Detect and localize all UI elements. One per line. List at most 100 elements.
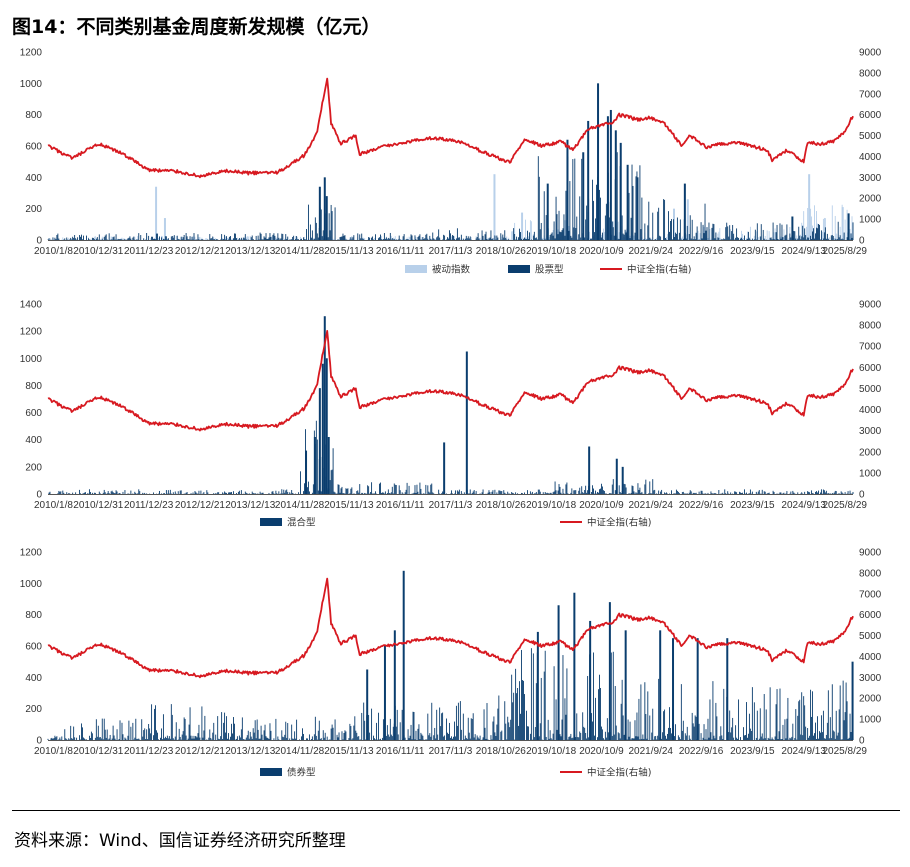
bar-equity: [295, 238, 297, 240]
bar-hybrid: [741, 493, 742, 494]
legend: 债券型 中证全指(右轴): [260, 767, 651, 779]
bar-bond: [427, 713, 429, 740]
bar-equity: [820, 230, 822, 240]
bar-equity: [352, 237, 354, 240]
bar-equity: [705, 230, 707, 240]
x-tick-label: 2023/9/15: [730, 500, 775, 511]
bar-bond: [61, 736, 63, 740]
bar-equity: [372, 236, 374, 240]
bar-passive: [810, 208, 812, 240]
bar-equity: [535, 237, 537, 240]
bar-passive: [480, 239, 482, 240]
bar-passive: [225, 236, 227, 240]
bar-bond: [763, 694, 765, 740]
bar-equity: [177, 239, 179, 240]
bar-passive: [421, 237, 423, 240]
bar-bond: [527, 726, 529, 740]
bar-bond: [194, 735, 196, 740]
bar-bond: [520, 713, 521, 740]
bar-bond: [332, 727, 334, 740]
bar-passive: [390, 235, 392, 240]
bar-bond: [375, 739, 376, 740]
bar-peak-equity: [566, 139, 569, 240]
bar-passive: [116, 239, 118, 240]
bar-hybrid: [736, 492, 738, 494]
bar-bond: [248, 738, 250, 740]
bar-bond: [816, 738, 817, 740]
bar-equity: [721, 239, 723, 240]
bar-bond: [691, 712, 693, 740]
bar-equity: [565, 190, 567, 240]
x-tick-label: 2010/1/8: [34, 500, 73, 511]
bar-equity: [91, 237, 93, 240]
y-tick-right: 1000: [859, 715, 882, 726]
bar-bond: [192, 735, 194, 740]
bar-equity: [261, 239, 263, 240]
bar-equity: [427, 239, 429, 240]
y-tick-right: 4000: [859, 405, 882, 416]
legend: 混合型 中证全指(右轴): [260, 517, 651, 529]
bar-equity: [234, 233, 235, 240]
bar-hybrid: [475, 491, 477, 494]
bar-peak-passive: [673, 208, 676, 240]
bar-passive: [483, 239, 485, 240]
bar-equity: [652, 212, 654, 240]
bar-hybrid: [441, 493, 443, 494]
bar-hybrid: [511, 492, 513, 494]
bar-bond: [198, 724, 200, 740]
bar-peak-hybrid: [621, 466, 624, 494]
bar-hybrid: [722, 492, 724, 494]
bar-hybrid: [399, 490, 401, 494]
bar-hybrid: [342, 493, 344, 494]
bar-hybrid: [174, 491, 176, 494]
bar-bond: [379, 739, 380, 740]
bar-bond: [639, 739, 641, 740]
bar-passive: [828, 237, 830, 240]
bar-passive: [249, 236, 251, 240]
y-tick-right: 9000: [859, 548, 882, 559]
bar-hybrid: [797, 492, 799, 494]
bar-equity: [540, 222, 542, 240]
bar-hybrid: [238, 490, 240, 494]
bar-bond: [64, 729, 66, 740]
bar-peak-passive: [521, 212, 524, 240]
bar-bond: [74, 737, 76, 740]
bar-bond: [594, 735, 595, 740]
bar-equity: [117, 239, 119, 240]
bar-hybrid: [653, 490, 655, 494]
bar-hybrid: [303, 491, 304, 494]
bar-hybrid: [614, 490, 616, 494]
bar-bond: [160, 737, 161, 740]
bar-equity: [545, 215, 547, 240]
bar-bond: [556, 729, 558, 740]
y-tick-right: 2000: [859, 194, 882, 205]
bar-bond: [392, 726, 394, 740]
bar-hybrid: [526, 490, 528, 494]
bar-equity: [434, 239, 436, 240]
bar-passive: [179, 239, 181, 240]
bar-equity: [464, 238, 466, 240]
bar-equity: [688, 233, 690, 240]
bar-equity: [726, 222, 728, 240]
bar-bond: [586, 738, 588, 740]
bar-bond: [247, 730, 249, 740]
x-tick-label: 2021/9/24: [629, 246, 674, 257]
x-tick-label: 2010/12/31: [73, 246, 123, 257]
bar-hybrid: [549, 492, 551, 494]
bar-bond: [848, 737, 850, 740]
bar-peak-bond: [402, 570, 405, 740]
bar-peak-hybrid: [615, 458, 618, 494]
bar-equity: [785, 234, 787, 240]
bar-equity: [452, 235, 453, 240]
bar-hybrid: [582, 492, 584, 494]
bar-equity: [488, 238, 490, 240]
bar-equity: [165, 236, 167, 240]
bar-bond: [289, 738, 291, 740]
bar-hybrid: [635, 492, 637, 494]
bar-bond: [469, 738, 471, 740]
bar-hybrid: [384, 491, 386, 494]
bar-hybrid: [739, 491, 741, 494]
bar-equity: [790, 237, 792, 240]
bar-passive: [699, 233, 701, 240]
bar-equity: [769, 237, 771, 240]
